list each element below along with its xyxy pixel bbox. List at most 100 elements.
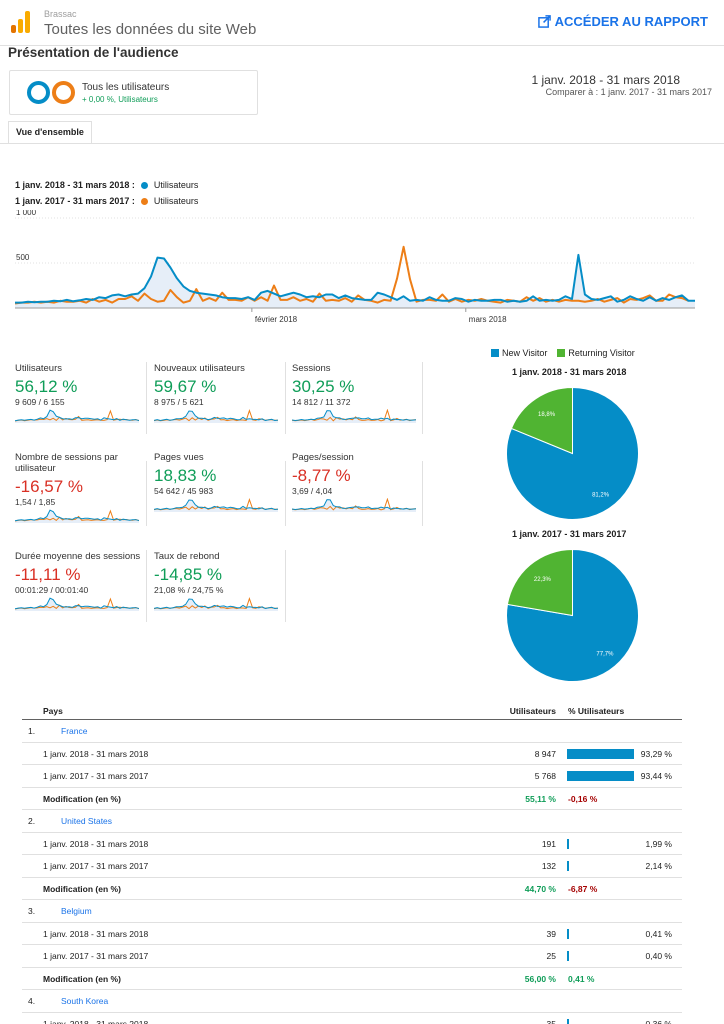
pie-legend-returning-swatch [557,349,566,357]
metric-detail: 21,08 % / 24,75 % [154,585,224,595]
metric-card[interactable]: Pages vues 18,83 % 54 642 / 45 983 [154,452,280,512]
pie-legend-new: New Visitor [491,348,547,358]
legend-previous-label: Utilisateurs [153,196,199,206]
table-row: 1 janv. 2017 - 31 mars 2017 25 0,40 % [22,945,682,968]
date-range-compare: Comparer à : 1 janv. 2017 - 31 mars 2017 [545,87,712,97]
sparkline-area [292,499,416,512]
x-tick-label: février 2018 [255,315,298,324]
metric-separator [285,362,286,434]
users-change: 44,70 % [524,883,556,894]
table-header: Pays Utilisateurs % Utilisateurs [22,702,682,720]
pie-slice[interactable] [510,386,573,455]
metric-separator [146,461,147,526]
property-name[interactable]: Toutes les données du site Web [44,21,257,38]
metric-sparkline [154,597,278,611]
metric-card[interactable]: Pages/session -8,77 % 3,69 / 4,04 [292,452,418,512]
users-value: 132 [541,861,556,871]
pie-chart-2018[interactable]: 81,2% 18,8% [505,386,640,521]
row-number: 3. [28,906,36,916]
metric-detail: 8 975 / 5 621 [154,397,204,407]
metric-value: -8,77 % [292,466,351,485]
sparkline-area [15,510,139,523]
header-country[interactable]: Pays [43,706,63,716]
account-name: Brassac [44,9,77,19]
date-range[interactable]: 1 janv. 2018 - 31 mars 2018 [531,73,680,87]
metric-sparkline [154,409,278,423]
share-bar [567,771,635,781]
sparkline-current [154,499,278,511]
legend-current: 1 janv. 2018 - 31 mars 2018 : Utilisateu… [15,180,198,190]
change-label: Modification (en %) [43,883,121,894]
header-users[interactable]: Utilisateurs [509,706,556,716]
legend-previous-dot [140,197,148,205]
table-row: 1 janv. 2017 - 31 mars 2017 132 2,14 % [22,855,682,878]
metric-card[interactable]: Nouveaux utilisateurs 59,67 % 8 975 / 5 62… [154,363,280,423]
users-value: 39 [546,928,556,939]
pie-legend: New Visitor Returning Visitor [491,348,635,358]
pie-2018-title: 1 janv. 2018 - 31 mars 2018 [512,367,627,377]
country-link[interactable]: Belgium [61,906,92,916]
metric-sparkline [292,498,416,512]
metric-value: 56,12 % [15,377,78,396]
analytics-logo-icon [11,11,31,33]
segment-circle-orange-icon [52,81,75,104]
sparkline-area [154,599,278,611]
metric-card[interactable]: Nombre de sessions par utilisateur -16,57… [15,452,141,523]
metric-detail: 3,69 / 4,04 [292,486,333,496]
metric-sparkline [154,498,278,512]
tab-divider [0,143,724,144]
metric-value: 59,67 % [154,377,217,396]
pie-chart-2017[interactable]: 77,7% 22,3% [505,548,640,683]
period-label: 1 janv. 2017 - 31 mars 2017 [43,771,149,781]
users-value: 5 768 [534,771,556,781]
sparkline-current [15,509,139,522]
pie-legend-returning-label: Returning Visitor [568,348,635,358]
y-tick-label: 500 [16,253,30,262]
pie-2017-title: 1 janv. 2017 - 31 mars 2017 [512,529,627,539]
period-label: 1 janv. 2018 - 31 mars 2018 [43,928,149,939]
metric-label: Utilisateurs [15,363,62,374]
share-bar [567,1018,569,1024]
country-link[interactable]: South Korea [61,996,109,1006]
sparkline-area [15,598,139,611]
pct-change: 0,41 % [568,973,595,984]
metric-separator [285,550,286,622]
country-link[interactable]: France [61,726,88,736]
metric-detail: 54 642 / 45 983 [154,486,214,496]
pct-value: 0,41 % [645,928,672,939]
period-label: 1 janv. 2017 - 31 mars 2017 [43,951,149,961]
header-pct-users[interactable]: % Utilisateurs [568,706,625,716]
table-row: 1 janv. 2018 - 31 mars 2018 35 0,36 % [22,1013,682,1024]
users-line-chart[interactable]: 1 000 500 février 2018 mars 2018 [15,210,695,328]
metric-sparkline [15,409,139,423]
external-link-icon [537,15,551,28]
pie-slice-label: 18,8% [538,412,556,418]
pct-change: -6,87 % [568,883,598,894]
share-bar [567,838,569,849]
metric-label: Sessions [292,363,331,374]
metric-card[interactable]: Taux de rebond -14,85 % 21,08 % / 24,75 % [154,551,280,611]
metric-separator [422,461,423,526]
series-area-2018 [15,254,695,308]
series-line-2017 [15,245,689,305]
metric-separator [146,550,147,622]
metric-value: -11,11 % [15,565,81,584]
open-report-link[interactable]: ACCÉDER AU RAPPORT [537,14,708,29]
metric-card[interactable]: Utilisateurs 56,12 % 9 609 / 6 155 [15,363,141,423]
period-label: 1 janv. 2018 - 31 mars 2018 [43,838,149,849]
metric-card[interactable]: Sessions 30,25 % 14 812 / 11 372 [292,363,418,423]
pie-slice[interactable] [506,548,573,617]
segment-card[interactable]: Tous les utilisateurs + 0,00 %, Utilisat… [9,70,258,115]
tab-overview[interactable]: Vue d'ensemble [8,121,92,144]
pie-slice-label: 22,3% [534,577,552,583]
pie-slice-label: 81,2% [592,493,610,499]
legend-previous-period: 1 janv. 2017 - 31 mars 2017 : [15,196,135,206]
pct-value: 1,99 % [645,838,672,849]
metric-label: Durée moyenne des sessions [15,551,141,562]
table-row: 1 janv. 2018 - 31 mars 2018 39 0,41 % [22,923,682,945]
sparkline-current [154,598,278,610]
country-link[interactable]: United States [61,816,113,826]
row-number: 2. [28,816,36,826]
metric-card[interactable]: Durée moyenne des sessions -11,11 % 00:01:… [15,551,141,611]
open-report-label: ACCÉDER AU RAPPORT [554,14,708,29]
